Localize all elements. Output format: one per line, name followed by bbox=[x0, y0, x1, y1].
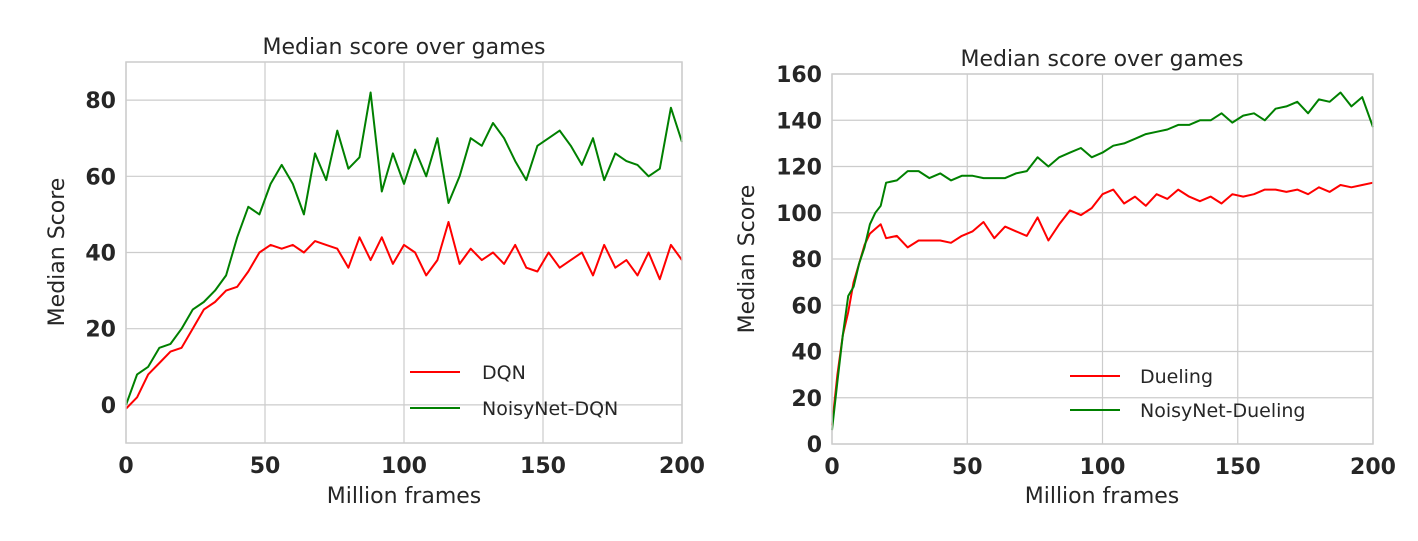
series-line-dqn bbox=[125, 221, 683, 410]
legend: Dueling NoisyNet-Dueling bbox=[1070, 366, 1306, 422]
x-tick-label: 150 bbox=[520, 454, 566, 479]
x-tick-label: 200 bbox=[1350, 455, 1396, 480]
x-tick-label: 50 bbox=[952, 455, 983, 480]
x-axis-label: Million frames bbox=[327, 484, 482, 509]
y-tick-label: 140 bbox=[776, 109, 822, 134]
y-tick-label: 20 bbox=[791, 387, 822, 412]
legend-label-dueling: Dueling bbox=[1140, 366, 1213, 388]
legend-label-noisynet-dueling: NoisyNet-Dueling bbox=[1140, 400, 1306, 422]
y-tick-label: 120 bbox=[776, 156, 822, 181]
series-line-noisynet-dqn bbox=[125, 91, 683, 406]
legend: DQN NoisyNet-DQN bbox=[410, 362, 618, 420]
x-tick-label: 0 bbox=[824, 455, 839, 480]
chart-dueling: Median score over games 0 20 40 60 80 100 120 1… bbox=[709, 0, 1418, 541]
x-tick-label: 100 bbox=[1080, 455, 1126, 480]
y-axis-label: Median Score bbox=[45, 178, 70, 327]
series-line-dueling bbox=[831, 181, 1374, 426]
y-ticks: 0 20 40 60 80 bbox=[85, 89, 116, 419]
x-axis-label: Million frames bbox=[1025, 484, 1180, 509]
grid bbox=[125, 62, 683, 443]
chart-dueling-svg: Median score over games 0 20 40 60 80 100 120 1… bbox=[735, 47, 1396, 509]
x-tick-label: 150 bbox=[1215, 455, 1261, 480]
y-tick-label: 80 bbox=[85, 89, 116, 114]
plot-frame bbox=[125, 61, 683, 444]
chart-title: Median score over games bbox=[960, 47, 1243, 72]
y-tick-label: 0 bbox=[101, 394, 116, 419]
legend-label-dqn: DQN bbox=[482, 362, 526, 384]
series-line-noisynet-dueling bbox=[831, 91, 1374, 431]
plot-lines bbox=[125, 91, 683, 410]
y-axis-label: Median Score bbox=[735, 185, 760, 334]
y-tick-label: 160 bbox=[776, 63, 822, 88]
y-ticks: 0 20 40 60 80 100 120 140 160 bbox=[776, 63, 822, 458]
plot-frame bbox=[831, 73, 1374, 445]
chart-title: Median score over games bbox=[262, 35, 545, 60]
chart-dqn: Median score over games 0 20 40 60 80 0 50 100… bbox=[45, 35, 705, 509]
x-tick-label: 100 bbox=[381, 454, 427, 479]
plot-lines bbox=[831, 91, 1374, 431]
y-tick-label: 60 bbox=[85, 165, 116, 190]
y-tick-label: 40 bbox=[791, 341, 822, 366]
x-tick-label: 50 bbox=[250, 454, 281, 479]
grid bbox=[831, 73, 1374, 445]
x-tick-label: 0 bbox=[118, 454, 133, 479]
y-tick-label: 20 bbox=[85, 318, 116, 343]
x-ticks: 0 50 100 150 200 bbox=[118, 454, 705, 479]
y-tick-label: 40 bbox=[85, 242, 116, 267]
x-tick-label: 200 bbox=[659, 454, 705, 479]
y-tick-label: 0 bbox=[807, 433, 822, 458]
y-tick-label: 100 bbox=[776, 202, 822, 227]
x-ticks: 0 50 100 150 200 bbox=[824, 455, 1396, 480]
chart-dqn-svg: Median score over games 0 20 40 60 80 0 50 100… bbox=[45, 35, 705, 509]
y-tick-label: 80 bbox=[791, 248, 822, 273]
y-tick-label: 60 bbox=[791, 294, 822, 319]
legend-label-noisynet-dqn: NoisyNet-DQN bbox=[482, 398, 618, 420]
